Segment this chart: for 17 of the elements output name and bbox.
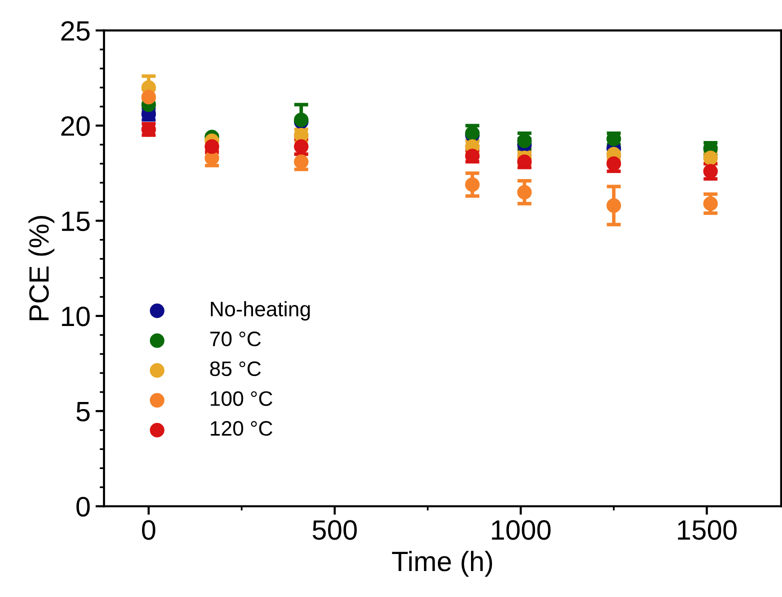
x-tick-label: 500: [312, 520, 357, 540]
legend-label: 85 °C: [210, 361, 261, 376]
y-axis-title: PCE (%): [28, 216, 54, 320]
x-tick-label: 1500: [678, 520, 737, 540]
y-tick-label: 25: [61, 21, 90, 41]
legend-label: 100 °C: [210, 391, 272, 406]
x-axis-title: Time (h): [392, 550, 492, 577]
x-tick-label: 0: [142, 520, 156, 540]
y-tick-label: 5: [76, 402, 90, 422]
legend-label: 120 °C: [210, 421, 272, 436]
legend-label: No-heating: [210, 301, 310, 321]
legend-label: 70 °C: [210, 332, 261, 346]
x-tick-label: 1000: [492, 520, 551, 540]
y-tick-label: 10: [62, 306, 90, 326]
y-tick-label: 0: [76, 496, 90, 517]
y-tick-label: 20: [61, 116, 90, 136]
y-tick-label: 15: [62, 212, 90, 232]
